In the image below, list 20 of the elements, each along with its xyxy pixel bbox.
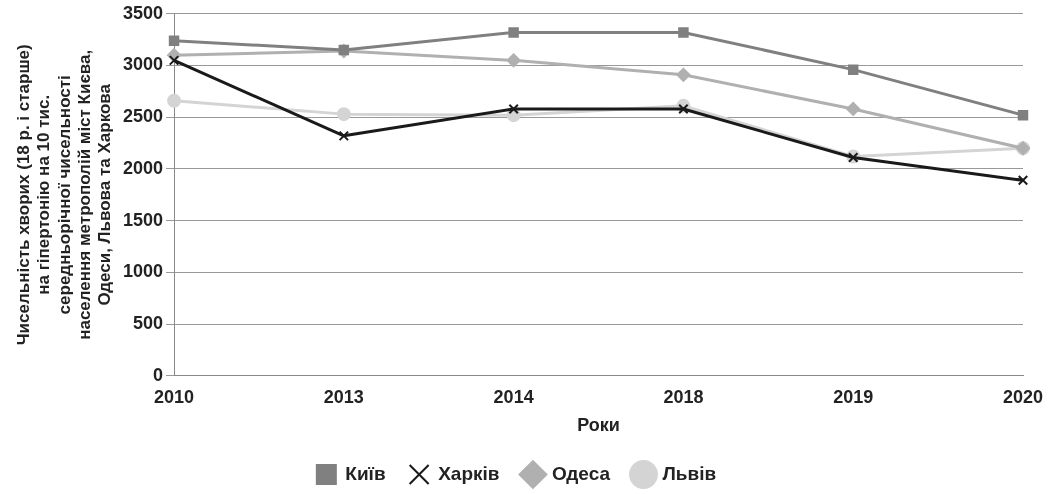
x-tick-label: 2018 (663, 386, 704, 407)
y-tick-label: 2000 (123, 157, 164, 178)
y-tick-label: 2500 (123, 106, 164, 127)
y-tick-label: 3500 (123, 2, 164, 23)
legend-label: Київ (345, 462, 386, 484)
legend-label: Одеса (551, 462, 611, 484)
x-tick-label: 2013 (323, 386, 364, 407)
x-tick-label: 2020 (1002, 386, 1044, 407)
legend-label: Львів (662, 462, 717, 484)
y-tick-label: 1500 (123, 209, 164, 230)
legend-label: Харків (438, 462, 500, 484)
y-tick-label: 0 (153, 364, 164, 385)
x-tick-label: 2019 (833, 386, 874, 407)
x-axis-title: Роки (577, 415, 620, 436)
y-axis-title: Чисельність хворих (18 р. і старше) на гіпертонію на 10 тис. середньорічної чисельності населення метрополій міст Києва, Одеси, Львова та Харкова (13, 44, 115, 346)
x-tick-label: 2010 (154, 386, 195, 407)
y-tick-label: 1000 (123, 261, 164, 282)
x-tick-label: 2014 (493, 386, 534, 407)
y-tick-label: 500 (133, 313, 164, 334)
y-tick-label: 3000 (123, 54, 164, 75)
